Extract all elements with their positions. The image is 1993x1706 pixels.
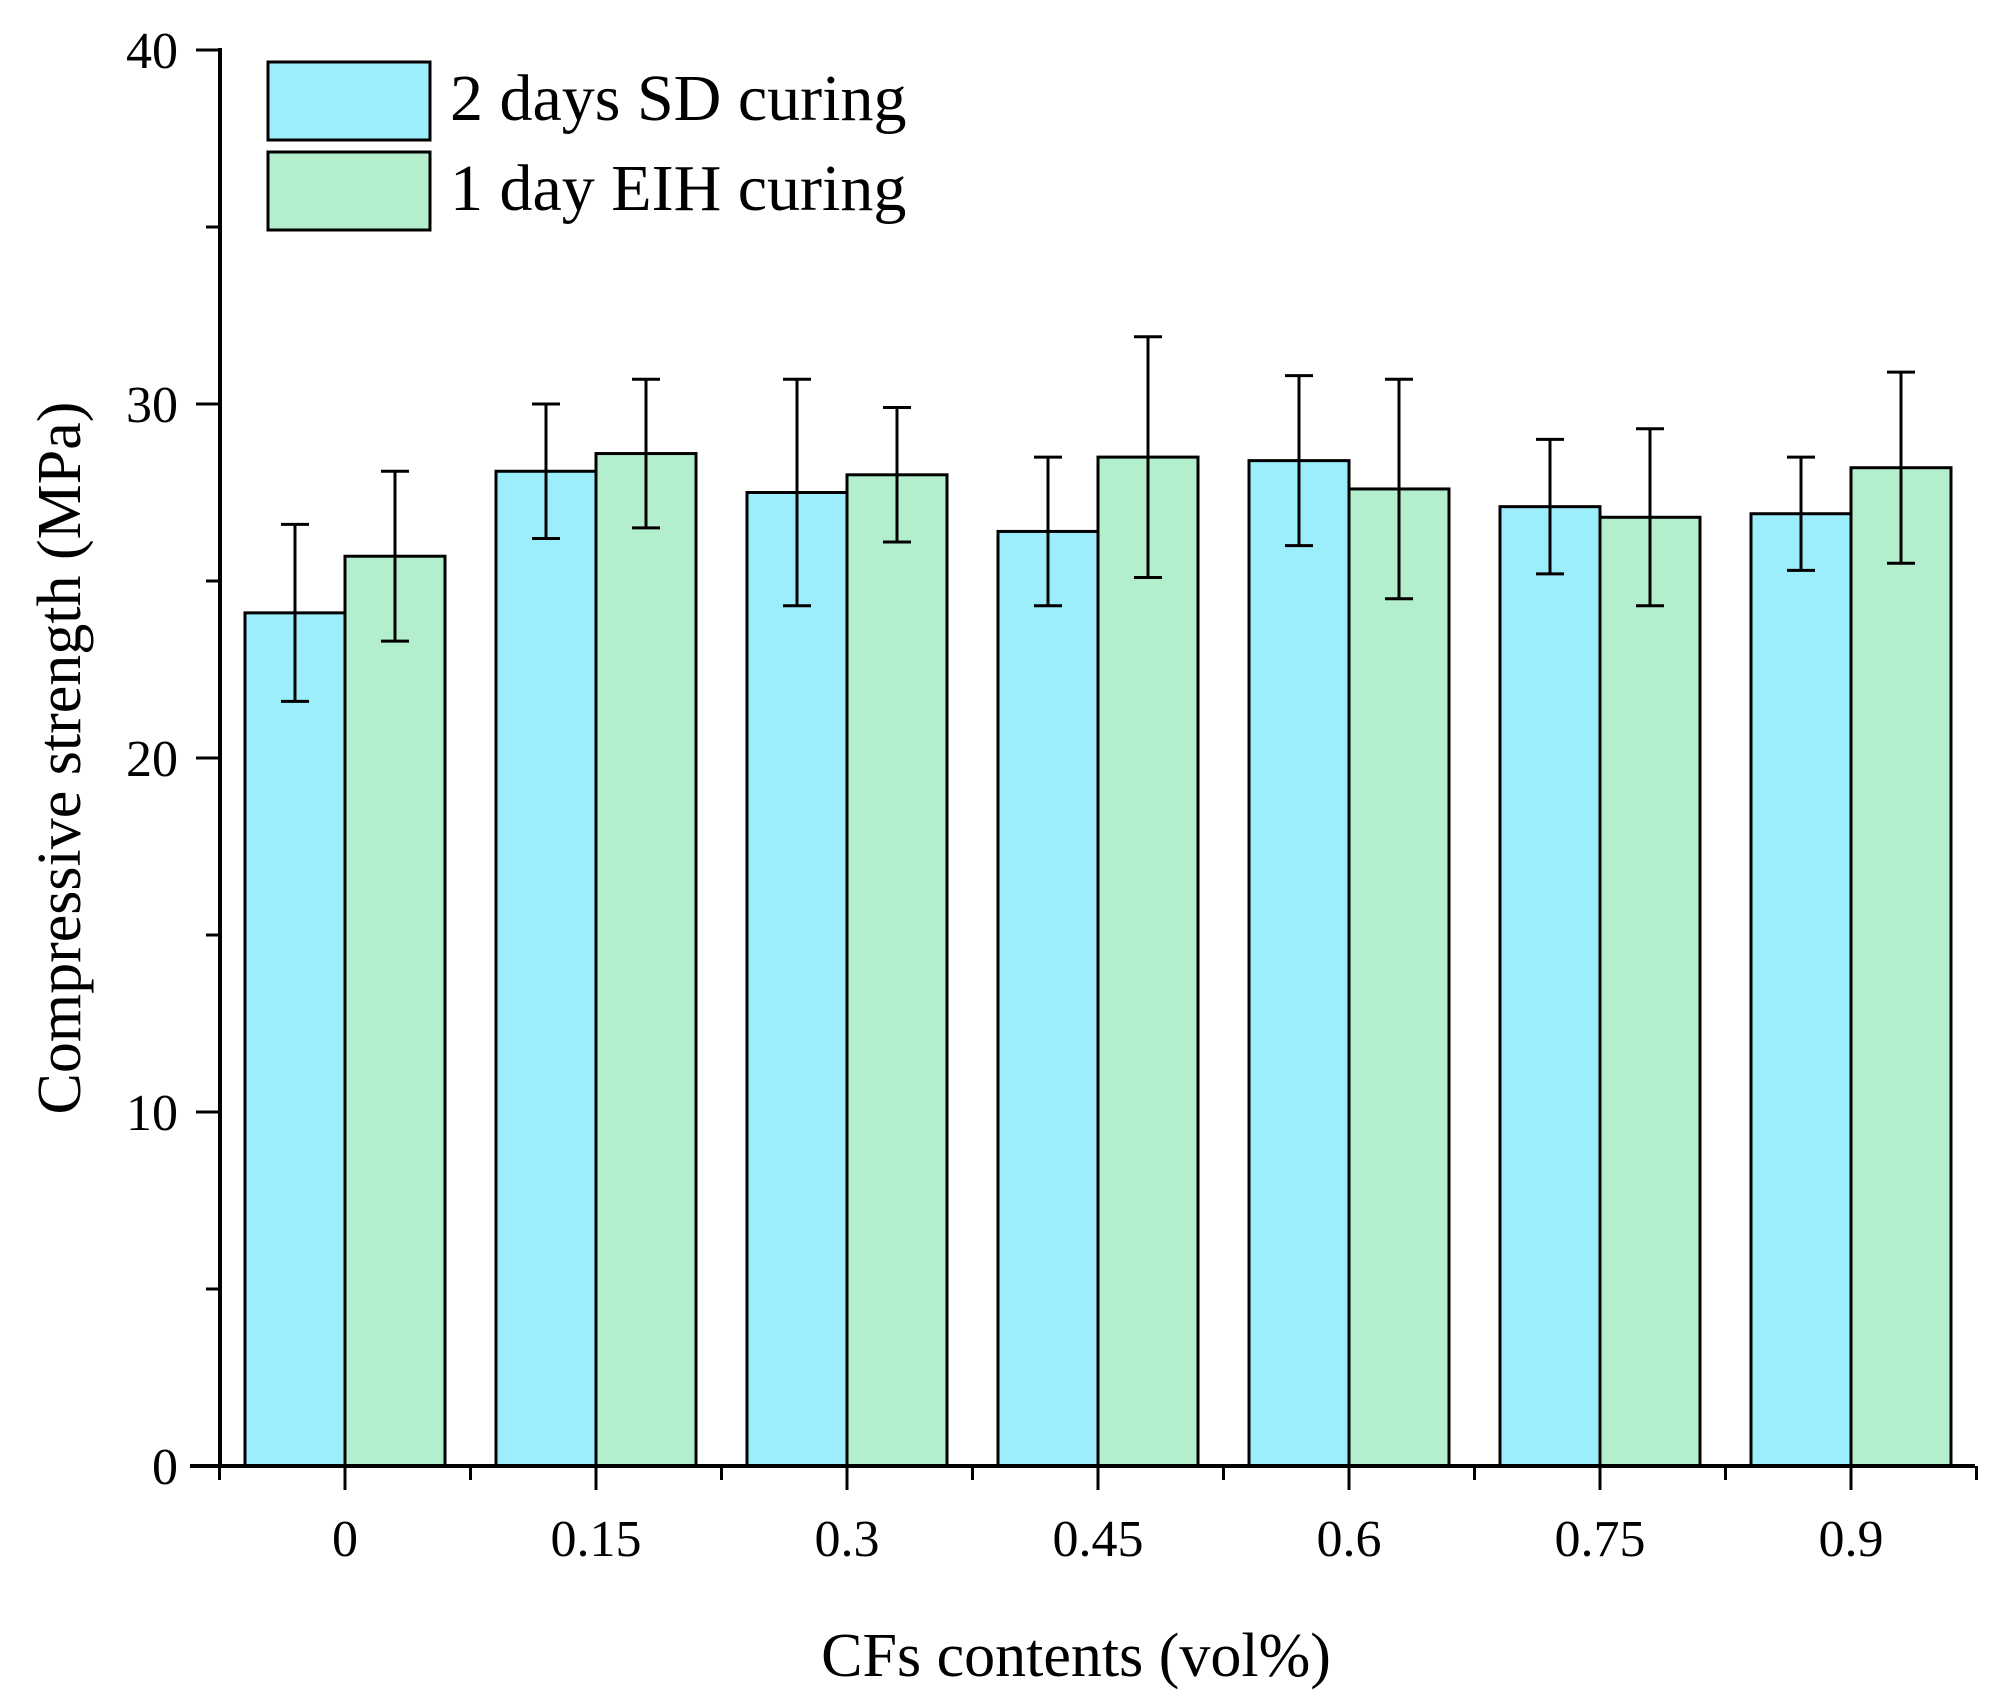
x-tick-label: 0.6 [1317,1511,1382,1568]
y-tick-label: 40 [126,23,178,80]
bar-eih-0.45 [1096,455,1200,1468]
bars-layer [243,452,1953,1468]
legend-label-sd: 2 days SD curing [450,62,906,135]
bar-eih-0.6 [1347,487,1451,1468]
y-tick-label: 0 [152,1439,178,1496]
bar-eih-0.15 [594,452,698,1468]
bar-sd-0.15 [494,469,598,1468]
bar-eih-0.75 [1598,515,1702,1468]
y-tick-label: 10 [126,1085,178,1142]
bar-eih-0 [343,554,447,1468]
bar-sd-0.9 [1749,512,1853,1468]
y-axis-label: Compressive strength (MPa) [26,402,94,1115]
x-tick-label: 0.45 [1053,1511,1144,1568]
x-tick-label: 0.75 [1555,1511,1646,1568]
x-tick-label: 0.3 [815,1511,880,1568]
legend-swatch-sd [266,60,432,142]
y-tick-label: 30 [126,377,178,434]
legend-label-eih: 1 day EIH curing [450,152,906,225]
bar-sd-0 [243,611,347,1468]
x-tick-label: 0 [332,1511,358,1568]
axes-layer: 0 10 20 30 40 0 0.15 0.3 0.45 0.6 0.75 0.9 [126,23,1978,1568]
y-tick-label: 20 [126,731,178,788]
x-tick-label: 0.15 [551,1511,642,1568]
legend: 2 days SD curing 1 day EIH curing [266,60,906,232]
bar-sd-0.75 [1498,505,1602,1468]
bar-eih-0.3 [845,473,949,1468]
bar-eih-0.9 [1849,466,1953,1468]
bar-sd-0.45 [996,529,1100,1468]
bar-sd-0.3 [745,491,849,1468]
x-tick-label: 0.9 [1819,1511,1884,1568]
error-bars-layer [281,335,1915,703]
legend-swatch-eih [266,150,432,232]
bar-sd-0.6 [1247,459,1351,1468]
x-axis-label: CFs contents (vol%) [821,1622,1331,1690]
